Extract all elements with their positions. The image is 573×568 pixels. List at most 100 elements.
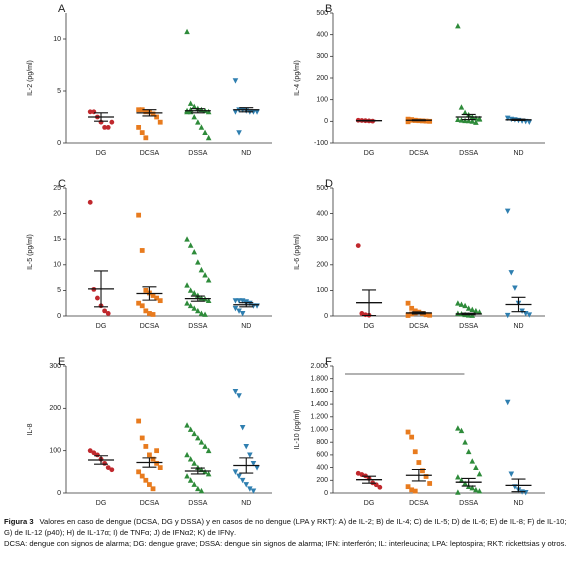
y-tick-label: 1.800	[310, 376, 328, 383]
y-tick-label: 300	[49, 363, 61, 370]
y-tick-label: 200	[316, 477, 328, 484]
data-point	[105, 465, 111, 470]
data-point	[243, 482, 250, 488]
panel-letter: D	[325, 178, 333, 190]
error-bar	[411, 119, 426, 122]
data-point	[423, 118, 429, 124]
error-bar	[362, 475, 377, 484]
panel-letter: E	[58, 356, 65, 368]
data-point	[157, 465, 163, 470]
error-bar	[511, 478, 526, 493]
data-point	[195, 434, 201, 441]
data-point	[409, 487, 415, 493]
caption-main: Figura 3 Valores en caso de dengue (DCSA,…	[4, 516, 570, 538]
x-tick-label: DG	[364, 323, 375, 330]
x-tick-label: DCSA	[409, 500, 429, 507]
y-tick-label: 100	[316, 287, 328, 294]
data-point	[250, 488, 257, 494]
data-point	[469, 306, 476, 312]
data-point	[458, 301, 465, 307]
y-tick-label: 300	[316, 236, 328, 243]
data-point	[136, 107, 142, 113]
data-point	[154, 295, 160, 301]
data-point	[139, 473, 145, 479]
data-point	[143, 444, 149, 449]
x-tick-label: ND	[241, 150, 251, 157]
caption-text: Valores en caso de dengue (DCSA, DG y DS…	[4, 517, 567, 537]
data-point	[412, 488, 418, 494]
data-point	[187, 100, 194, 106]
data-point	[423, 474, 429, 479]
x-tick-label: ND	[513, 150, 523, 157]
data-point	[184, 422, 190, 428]
data-point	[198, 487, 205, 494]
data-point	[236, 130, 242, 136]
data-point	[198, 310, 205, 316]
data-point	[198, 124, 205, 130]
data-point	[504, 399, 511, 406]
data-point	[473, 464, 479, 470]
data-point	[191, 289, 198, 296]
y-tick-label: 100	[49, 448, 61, 455]
y-tick-label: 10	[53, 262, 61, 269]
data-point	[205, 134, 212, 141]
data-point	[187, 456, 194, 462]
data-point	[150, 293, 156, 298]
data-point	[405, 119, 411, 125]
data-point	[139, 107, 145, 113]
data-point	[184, 282, 190, 288]
data-point	[236, 473, 242, 480]
data-point	[150, 486, 156, 492]
error-bar	[461, 113, 476, 121]
y-tick-label: 500	[316, 10, 328, 17]
x-tick-label: DG	[96, 150, 107, 157]
panel-letter: B	[325, 3, 332, 15]
data-point	[154, 114, 160, 120]
data-point	[409, 305, 415, 311]
data-point	[462, 117, 468, 124]
data-point	[473, 119, 479, 125]
panel-letter: F	[325, 356, 332, 368]
x-tick-label: DSSA	[459, 500, 478, 507]
data-point	[405, 300, 411, 306]
y-tick-label: 0	[324, 490, 328, 497]
data-point	[465, 305, 472, 311]
data-point	[150, 456, 156, 462]
caption-abbreviations: DCSA: dengue con signos de alarma; DG: d…	[4, 539, 567, 548]
x-tick-label: DSSA	[188, 150, 207, 157]
data-point	[232, 305, 239, 312]
data-point	[143, 477, 149, 483]
data-point	[504, 312, 511, 319]
y-tick-label: 100	[316, 97, 328, 104]
error-bar	[461, 477, 476, 487]
error-bar	[190, 295, 205, 302]
y-axis-label: IL-2 (pg/ml)	[27, 60, 34, 96]
error-bar	[142, 109, 157, 117]
data-point	[359, 311, 365, 316]
x-tick-label: DG	[364, 150, 375, 157]
y-tick-label: 1.400	[310, 401, 328, 408]
data-point	[157, 298, 163, 304]
x-tick-label: ND	[241, 323, 251, 330]
data-point	[465, 117, 472, 124]
data-point	[243, 444, 250, 450]
data-point	[462, 302, 468, 309]
data-point	[109, 467, 115, 473]
data-point	[405, 116, 411, 122]
data-point	[232, 469, 239, 475]
data-point	[469, 118, 476, 124]
x-tick-label: DCSA	[140, 500, 160, 507]
y-tick-label: 400	[316, 464, 328, 471]
data-point	[87, 448, 93, 454]
y-tick-label: 0	[57, 490, 61, 497]
x-tick-label: DSSA	[188, 323, 207, 330]
data-point	[139, 130, 145, 135]
data-point	[157, 119, 163, 125]
data-point	[191, 481, 198, 487]
data-point	[239, 311, 246, 317]
error-bar	[190, 467, 205, 475]
data-point	[409, 434, 415, 440]
data-point	[250, 460, 257, 467]
data-point	[139, 435, 145, 441]
data-point	[191, 114, 198, 120]
